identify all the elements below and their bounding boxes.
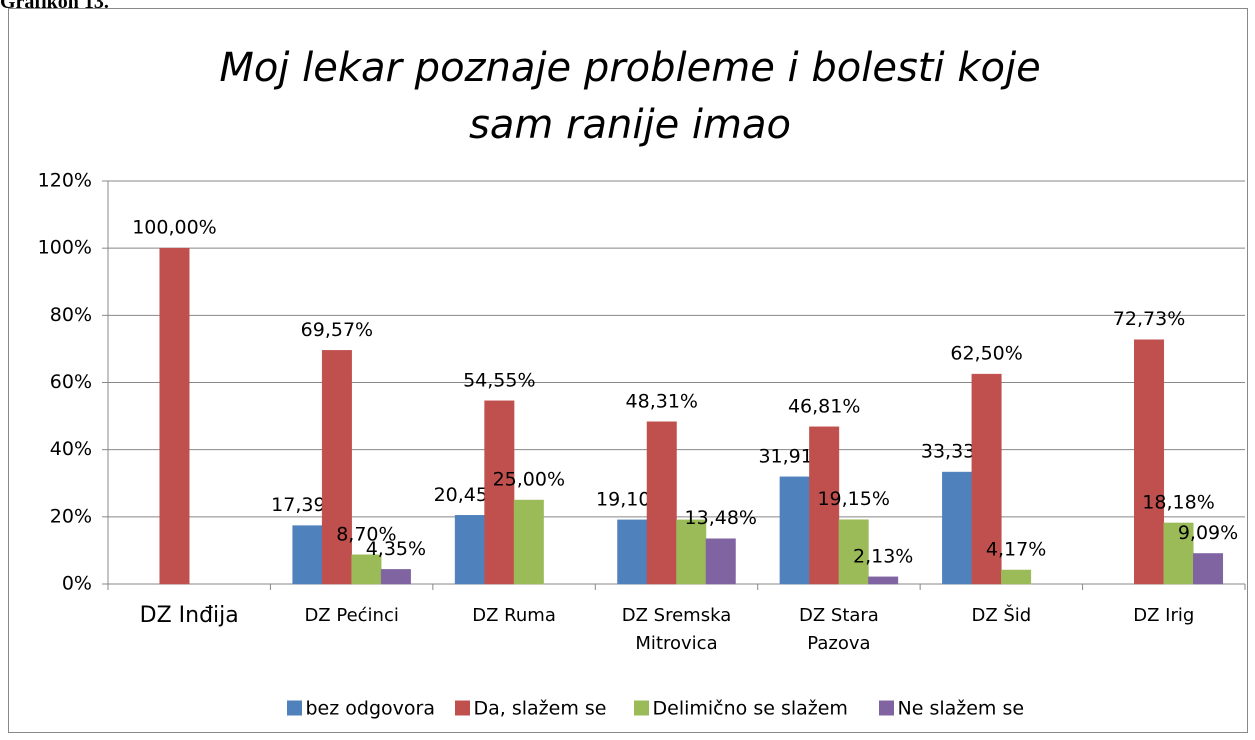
heading: Grafikon 13. [0,0,109,13]
value-label: 8,70% [336,523,396,545]
chart-title: Moj lekar poznaje probleme i bolesti koj… [219,45,1041,148]
bar [809,426,840,585]
y-tick-label: 60% [50,371,92,393]
x-tick-label: DZ Inđija [139,603,239,628]
x-tick-label: DZ Ruma [472,605,556,626]
y-tick-label: 40% [50,438,92,460]
bar [351,554,382,585]
bar [779,476,810,585]
value-label: 48,31% [626,390,698,412]
bar [838,519,869,585]
bar [159,247,190,585]
bar [513,499,544,585]
value-label: 72,73% [1113,308,1185,330]
y-tick-label: 100% [38,237,92,259]
y-tick-label: 80% [50,304,92,326]
bar [292,525,323,585]
value-label: 54,55% [463,369,535,391]
legend-swatch [455,700,470,716]
legend-swatch [634,700,649,716]
x-tick-label: DZ Irig [1133,605,1195,626]
x-tick-label: DZ Stara Pazova [798,605,879,654]
bar [1163,522,1194,585]
bar [676,519,707,585]
bar [942,471,973,585]
bar [868,576,899,585]
x-tick-label: DZ Pećinci [304,605,399,626]
chart-frame [8,8,1248,733]
value-label: 18,18% [1142,491,1214,513]
bar [1001,569,1032,585]
legend-label: Da, slažem se [474,698,607,720]
value-label: 2,13% [853,545,913,567]
x-tick-label: DZ Sremska Mitrovica [621,605,732,654]
legend-label: Ne slažem se [898,698,1025,720]
value-label: 13,48% [685,507,757,529]
value-label: 62,50% [950,343,1022,365]
legend-swatch [287,700,302,716]
bar [1193,553,1224,585]
bar [1134,339,1165,585]
value-label: 4,35% [366,538,426,560]
y-tick-label: 120% [38,170,92,192]
bar [971,373,1002,585]
legend-label: bez odgovora [306,698,435,720]
value-label: 46,81% [788,395,860,417]
value-label: 100,00% [132,217,217,239]
value-label: 4,17% [986,538,1046,560]
y-tick-label: 0% [62,573,92,595]
value-label: 69,57% [301,319,373,341]
bar [646,421,677,585]
bar [321,350,352,585]
x-tick-label: DZ Šid [971,605,1032,626]
value-label: 9,09% [1178,522,1238,544]
value-label: 19,15% [817,488,889,510]
bar [454,515,485,585]
bar [617,519,648,585]
bar [484,400,515,585]
legend-swatch [879,700,894,716]
legend-label: Delimično se slažem [653,698,848,720]
y-tick-label: 20% [50,505,92,527]
value-label: 25,00% [493,469,565,491]
bar [705,538,736,585]
bar [380,569,411,585]
